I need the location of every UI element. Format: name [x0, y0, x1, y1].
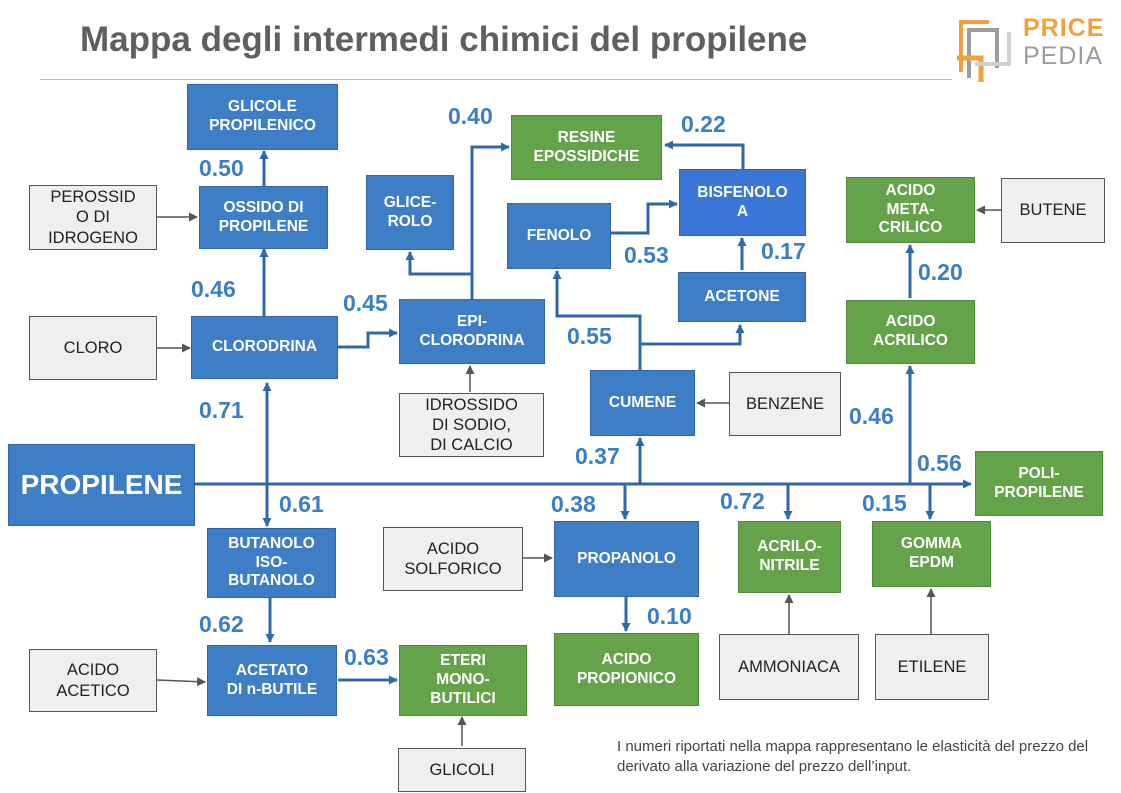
node-acetato-di-n-butile: ACETATO DI n-BUTILE — [207, 645, 337, 716]
elasticity-acrilico: 0.46 — [849, 403, 894, 429]
page-title: Mappa degli intermedi chimici del propil… — [80, 20, 808, 59]
node-butanolo-isobutanolo: BUTANOLO ISO- BUTANOLO — [207, 528, 336, 598]
node-glicoli: GLICOLI — [398, 748, 526, 792]
node-acrilonitrile: ACRILO- NITRILE — [738, 521, 841, 593]
elasticity-fenolo-bisfenolo: 0.53 — [624, 242, 669, 268]
node-perossido-di-idrogeno: PEROSSID O DI IDROGENO — [29, 185, 157, 250]
elasticity-propionico: 0.10 — [647, 603, 692, 629]
elasticity-cumene: 0.55 — [567, 323, 612, 349]
arrow-acetico-acetato — [156, 677, 206, 687]
node-fenolo: FENOLO — [507, 203, 611, 269]
arrow-clorodrina-epicloridrina — [338, 328, 398, 349]
node-acido-solforico: ACIDO SOLFORICO — [383, 527, 523, 591]
arrow-fenolo-bisfenolo — [611, 199, 678, 235]
node-propanolo: PROPANOLO — [554, 521, 699, 597]
elasticity-acetato: 0.62 — [199, 611, 244, 637]
node-glicole-propilenico: GLICOLE PROPILENICO — [187, 84, 338, 150]
node-gomma-epdm: GOMMA EPDM — [872, 521, 991, 587]
arrow-epicloridrina-glicerolo — [405, 251, 472, 276]
node-epicloridrina: EPI- CLORODRINA — [399, 299, 545, 364]
elasticity-glicole: 0.50 — [199, 155, 244, 181]
elasticity-polipropilene: 0.56 — [917, 450, 962, 476]
node-clorodrina: CLORODRINA — [191, 316, 338, 379]
node-eteri-monobutilici: ETERI MONO- BUTILICI — [399, 645, 527, 716]
elasticity-epdm: 0.15 — [862, 490, 907, 516]
elasticity-propanolo: 0.38 — [551, 491, 596, 517]
arrow-epicloridrina-resine — [470, 142, 510, 299]
elasticity-resine: 0.40 — [448, 103, 493, 129]
footnote: I numeri riportati nella mappa rappresen… — [617, 738, 1089, 776]
pricepedia-logo: PRICE PEDIA — [955, 12, 1105, 84]
node-acido-metacrilico: ACIDO META- CRILICO — [846, 177, 975, 243]
elasticity-epicloridrina: 0.45 — [343, 290, 388, 316]
node-benzene: BENZENE — [729, 372, 841, 436]
node-polipropilene: POLI- PROPILENE — [975, 451, 1103, 516]
node-propilene: PROPILENE — [8, 444, 195, 526]
node-cloro: CLORO — [29, 316, 157, 380]
node-ossido-di-propilene: OSSIDO DI PROPILENE — [199, 186, 328, 249]
logo-text-pedia: PEDIA — [1023, 42, 1104, 70]
node-acetone: ACETONE — [678, 272, 806, 322]
elasticity-metacrilico: 0.20 — [918, 259, 963, 285]
node-glicerolo: GLICE- ROLO — [366, 175, 454, 250]
arrow-cumene-acetone — [640, 324, 745, 346]
title-divider — [40, 79, 952, 80]
arrow-cumene-fenolo — [552, 270, 642, 370]
elasticity-ossido: 0.46 — [191, 276, 236, 302]
node-idrossido-sodio-calcio: IDROSSIDO DI SODIO, DI CALCIO — [399, 393, 544, 457]
logo-text-price: PRICE — [1023, 14, 1105, 42]
node-acido-acrilico: ACIDO ACRILICO — [846, 300, 975, 364]
node-etilene: ETILENE — [875, 634, 989, 700]
elasticity-butanolo: 0.61 — [279, 491, 324, 517]
elasticity-propilene-cumene: 0.37 — [575, 443, 620, 469]
node-acido-propionico: ACIDO PROPIONICO — [554, 633, 699, 706]
node-bisfenolo-a: BISFENOLO A — [679, 169, 806, 236]
elasticity-clorodrina: 0.71 — [199, 397, 244, 423]
elasticity-bisfenolo-resine: 0.22 — [681, 111, 726, 137]
node-resine-epossidiche: RESINE EPOSSIDICHE — [511, 115, 662, 180]
elasticity-acrilonitrile: 0.72 — [720, 488, 765, 514]
logo-mark-icon — [957, 20, 1011, 82]
elasticity-acetone-bisfenolo: 0.17 — [761, 238, 806, 264]
elasticity-eteri: 0.63 — [344, 644, 389, 670]
node-acido-acetico: ACIDO ACETICO — [29, 649, 157, 712]
node-ammoniaca: AMMONIACA — [719, 634, 859, 700]
node-cumene: CUMENE — [590, 370, 695, 436]
node-butene: BUTENE — [1001, 178, 1105, 243]
arrow-bisfenolo-resine — [664, 140, 745, 169]
